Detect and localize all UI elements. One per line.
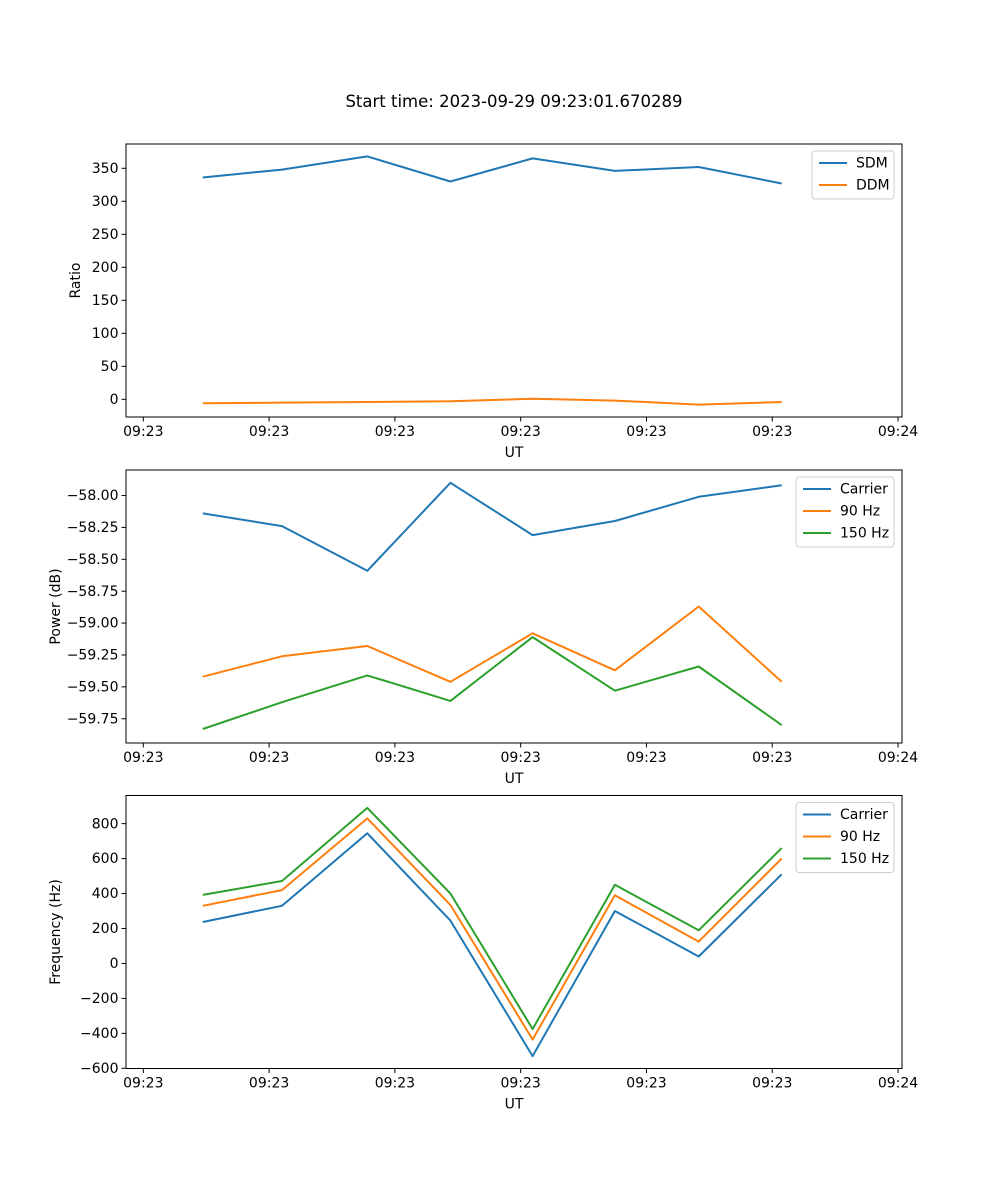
y-tick-label: −59.25 xyxy=(67,648,119,664)
x-tick-label: 09:23 xyxy=(500,750,540,766)
y-tick-label: 50 xyxy=(101,359,119,375)
y-tick-label: −59.75 xyxy=(67,711,119,727)
y-tick-label: 200 xyxy=(92,260,119,276)
x-tick-label: 09:23 xyxy=(500,424,540,440)
y-tick-label: 100 xyxy=(92,326,119,342)
legend-label: Carrier xyxy=(840,807,888,823)
plot-spines xyxy=(125,795,903,1069)
legend: SDM DDM xyxy=(811,150,895,200)
x-axis-label: UT xyxy=(505,445,524,461)
series-line-carrier xyxy=(202,832,783,1058)
y-tick-label: 800 xyxy=(92,816,119,832)
x-tick-label: 09:23 xyxy=(626,424,666,440)
y-tick-label: −58.50 xyxy=(67,552,119,568)
subplot-2: −58.00 −58.25 −58.50 −58.75 −59.00 −59.25 −59.… xyxy=(48,469,918,787)
y-tick-label: −400 xyxy=(80,1026,118,1042)
y-tick-label: 0 xyxy=(110,956,119,972)
x-tick-label: 09:23 xyxy=(249,424,289,440)
y-tick-label: 250 xyxy=(92,227,119,243)
x-tick-label: 09:23 xyxy=(123,1076,163,1092)
y-tick-label: 400 xyxy=(92,886,119,902)
y-axis-label: Frequency (Hz) xyxy=(48,879,64,985)
x-tick-label: 09:23 xyxy=(375,424,415,440)
y-tick-label: 150 xyxy=(92,293,119,309)
subplot-1: 0 50 100 150 200 250 300 350 09:23 09:23 09:23 09:2… xyxy=(68,143,918,461)
legend-label: SDM xyxy=(856,156,888,172)
x-tick-label: 09:23 xyxy=(500,1076,540,1092)
legend-box xyxy=(795,476,895,548)
series-line-90-hz xyxy=(202,817,783,1041)
y-tick-label: 600 xyxy=(92,851,119,867)
legend-label: 90 Hz xyxy=(840,504,880,520)
y-axis-label: Ratio xyxy=(68,263,84,299)
x-tick-label: 09:23 xyxy=(626,1076,666,1092)
x-tick-label: 09:23 xyxy=(249,1076,289,1092)
y-tick-label: −600 xyxy=(80,1061,118,1077)
plot-spines xyxy=(125,469,903,744)
series-line-sdm xyxy=(202,155,782,185)
y-tick-label: 350 xyxy=(92,161,119,177)
y-tick-label: −58.25 xyxy=(67,520,119,536)
x-tick-label: 09:23 xyxy=(752,424,792,440)
y-tick-label: 200 xyxy=(92,921,119,937)
legend-label: DDM xyxy=(856,178,890,194)
x-tick-label: 09:24 xyxy=(878,750,918,766)
series-line-150-hz xyxy=(202,636,783,730)
legend-label: Carrier xyxy=(840,482,888,498)
subplot-3: 800 600 400 200 0 −200 −400 −600 09:23 09:23 09:23… xyxy=(48,795,918,1113)
x-tick-label: 09:23 xyxy=(123,750,163,766)
series-line-90-hz xyxy=(202,605,783,683)
y-tick-label: −200 xyxy=(80,991,118,1007)
series-line-ddm xyxy=(202,397,782,406)
legend-label: 90 Hz xyxy=(840,829,880,845)
figure-title: Start time: 2023-09-29 09:23:01.670289 xyxy=(345,92,683,111)
x-tick-label: 09:23 xyxy=(752,1076,792,1092)
legend-label: 150 Hz xyxy=(840,851,889,867)
x-tick-label: 09:23 xyxy=(626,750,666,766)
legend-box xyxy=(795,802,895,873)
y-tick-label: −59.50 xyxy=(67,679,119,695)
x-tick-label: 09:23 xyxy=(375,750,415,766)
y-tick-label: 0 xyxy=(110,392,119,408)
y-tick-label: −59.00 xyxy=(67,616,119,632)
x-tick-label: 09:24 xyxy=(878,1076,918,1092)
x-tick-label: 09:23 xyxy=(123,424,163,440)
series-line-carrier xyxy=(202,481,782,572)
x-tick-label: 09:23 xyxy=(375,1076,415,1092)
series-line-150-hz xyxy=(202,806,783,1030)
x-tick-label: 09:24 xyxy=(878,424,918,440)
x-tick-label: 09:23 xyxy=(249,750,289,766)
y-tick-label: 300 xyxy=(92,194,119,210)
y-tick-label: −58.00 xyxy=(67,488,119,504)
y-tick-label: −58.75 xyxy=(67,584,119,600)
legend: Carrier 90 Hz 150 Hz xyxy=(795,802,895,873)
plot-spines xyxy=(125,143,903,418)
y-axis-label: Power (dB) xyxy=(48,568,64,644)
x-axis-label: UT xyxy=(505,1097,524,1113)
legend: Carrier 90 Hz 150 Hz xyxy=(795,476,895,548)
x-tick-label: 09:23 xyxy=(752,750,792,766)
legend-label: 150 Hz xyxy=(840,526,889,542)
x-axis-label: UT xyxy=(505,771,524,787)
